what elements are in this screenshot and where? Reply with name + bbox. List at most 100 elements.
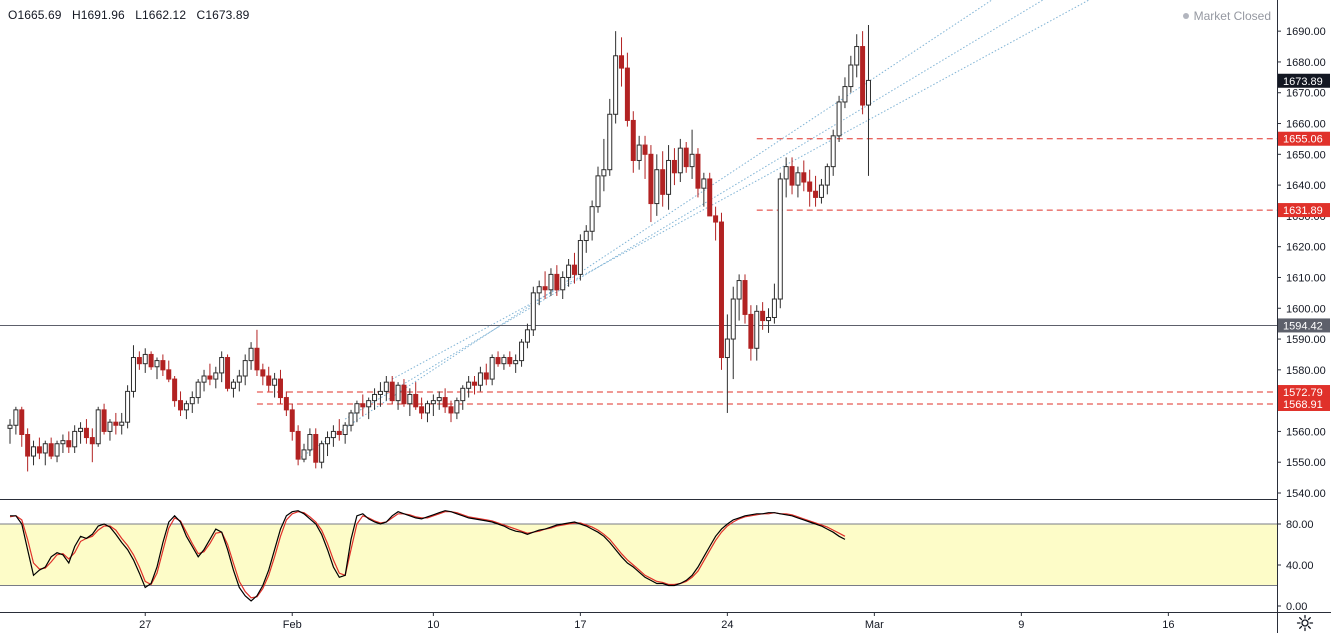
candle-body — [836, 101, 842, 137]
price-tick-label: 1560.00 — [1286, 426, 1326, 438]
candle-body — [436, 397, 442, 402]
candle — [207, 363, 213, 386]
time-tick-label: Mar — [865, 619, 884, 631]
candle-body — [372, 393, 378, 402]
candle — [13, 406, 19, 435]
candle-body — [695, 153, 701, 189]
candle — [336, 419, 342, 441]
candle — [424, 400, 430, 423]
candle — [125, 385, 131, 429]
price-tick-label: 1610.00 — [1286, 272, 1326, 284]
indicator-tick-label: 40.00 — [1286, 560, 1314, 572]
candle-body — [148, 353, 154, 368]
candle-body — [377, 390, 383, 395]
market-status: Market Closed — [1182, 9, 1271, 23]
candle-body — [142, 353, 148, 365]
stoch-d-line — [9, 511, 846, 599]
candle — [148, 351, 154, 370]
time-tick-label: 17 — [574, 619, 586, 631]
candle — [477, 366, 483, 392]
candle-body — [636, 144, 642, 161]
candle-body — [230, 381, 236, 389]
candle-body — [254, 347, 260, 371]
candle-body — [25, 433, 31, 457]
price-tick-label: 1660.00 — [1286, 119, 1326, 131]
candle — [48, 437, 54, 460]
candle-body — [460, 387, 466, 402]
candle — [536, 280, 542, 306]
candle — [666, 145, 672, 210]
candle-body — [195, 381, 201, 399]
candle — [395, 382, 401, 410]
candle-body — [548, 273, 554, 291]
time-tick-label: 16 — [1162, 619, 1174, 631]
price-tick-label: 1690.00 — [1286, 26, 1326, 38]
candle — [101, 403, 107, 435]
candle — [160, 354, 166, 376]
candle-body — [424, 403, 430, 414]
candle — [566, 258, 572, 287]
candle-body — [489, 357, 495, 380]
candle — [360, 394, 366, 417]
candle — [142, 348, 148, 373]
gear-icon[interactable] — [1296, 614, 1314, 632]
candle — [266, 366, 272, 392]
level-price-tag — [1278, 396, 1330, 411]
candle-body — [83, 427, 89, 439]
candle — [713, 206, 719, 241]
candle-body — [95, 409, 101, 445]
candle — [607, 98, 613, 176]
indicator-tick-label: 0.00 — [1286, 601, 1307, 613]
candle — [854, 34, 860, 78]
candle-body — [395, 384, 401, 402]
candle-body — [613, 55, 619, 115]
candle-body — [824, 166, 830, 186]
candle-body — [160, 360, 166, 371]
candle-body — [501, 357, 507, 365]
candle-body — [60, 440, 66, 445]
candle-body — [660, 169, 666, 195]
candle-body — [683, 147, 689, 168]
candle-body — [566, 264, 572, 278]
candle-body — [336, 430, 342, 435]
candle — [601, 138, 607, 192]
candle — [154, 357, 160, 380]
candle — [571, 252, 577, 284]
candle-body — [19, 409, 25, 435]
candle — [718, 212, 724, 370]
candle — [671, 148, 677, 186]
candle-body — [536, 286, 542, 294]
candle-body — [330, 430, 336, 439]
candle-body — [601, 169, 607, 177]
candle — [289, 403, 295, 441]
ohlc-readout: O1665.69 H1691.96 L1662.12 C1673.89 — [8, 8, 256, 22]
candle-body — [54, 443, 60, 457]
candle — [760, 302, 766, 330]
candle-body — [442, 397, 448, 408]
ohlc-high: H1691.96 — [71, 8, 125, 22]
candle — [624, 52, 630, 127]
candle — [319, 440, 325, 469]
indicator-plot — [0, 510, 1277, 602]
candle — [342, 422, 348, 444]
level-price-tag — [1278, 385, 1330, 400]
candle — [254, 329, 260, 376]
candle — [707, 172, 713, 217]
candle — [789, 157, 795, 195]
candle-body — [666, 159, 672, 195]
candle-body — [689, 153, 695, 168]
candle-body — [354, 403, 360, 414]
time-tick-label: 10 — [427, 619, 439, 631]
candle-body — [795, 172, 801, 186]
price-tick-label: 1680.00 — [1286, 57, 1326, 69]
last-price-tag — [1278, 73, 1330, 88]
candle-body — [89, 437, 95, 445]
candle — [236, 369, 242, 392]
candle-body — [283, 397, 289, 411]
candle — [401, 379, 407, 407]
candle — [407, 388, 413, 417]
candle — [195, 379, 201, 404]
candle-body — [101, 409, 107, 432]
candle-body — [865, 79, 871, 106]
